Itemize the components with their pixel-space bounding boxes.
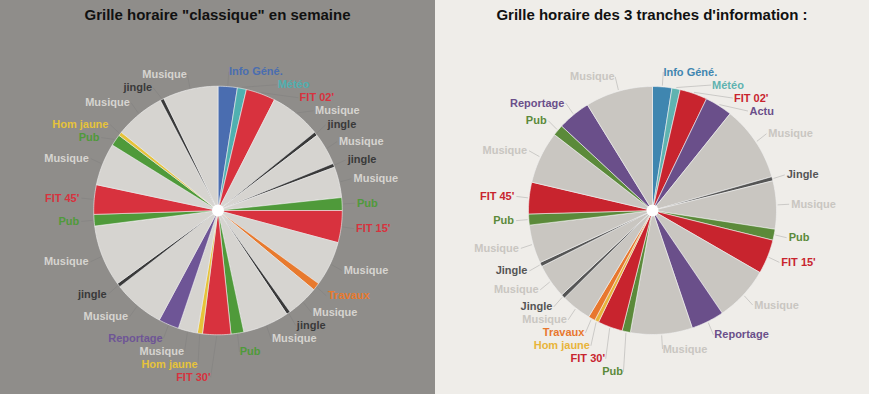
svg-text:FIT 15': FIT 15' bbox=[781, 256, 816, 268]
svg-text:Actu: Actu bbox=[749, 105, 773, 117]
svg-text:Musique: Musique bbox=[483, 144, 528, 156]
svg-text:Info Géné.: Info Géné. bbox=[229, 65, 283, 77]
svg-text:Musique: Musique bbox=[768, 127, 813, 139]
svg-text:Musique: Musique bbox=[791, 198, 836, 210]
svg-text:jingle: jingle bbox=[347, 153, 377, 165]
svg-text:Pub: Pub bbox=[789, 231, 810, 243]
svg-text:Musique: Musique bbox=[354, 172, 399, 184]
svg-text:Jingle: Jingle bbox=[496, 264, 528, 276]
svg-text:Musique: Musique bbox=[315, 104, 360, 116]
svg-text:Pub: Pub bbox=[602, 365, 623, 377]
svg-text:Hom jaune: Hom jaune bbox=[141, 358, 197, 370]
svg-text:Pub: Pub bbox=[79, 131, 100, 143]
svg-text:Météo: Météo bbox=[712, 79, 744, 91]
svg-text:jingle: jingle bbox=[123, 81, 153, 93]
svg-text:Hom jaune: Hom jaune bbox=[52, 118, 108, 130]
svg-text:FIT 02': FIT 02' bbox=[300, 91, 335, 103]
svg-text:FIT 45': FIT 45' bbox=[45, 192, 80, 204]
html-text:Grille horaire "classique" en: Grille horaire "classique" en semaine bbox=[84, 6, 351, 23]
svg-text:Jingle: Jingle bbox=[787, 168, 819, 180]
svg-text:Musique: Musique bbox=[142, 68, 187, 80]
svg-text:Pub: Pub bbox=[357, 197, 378, 209]
svg-text:Reportage: Reportage bbox=[510, 97, 564, 109]
svg-text:jingle: jingle bbox=[296, 319, 326, 331]
svg-text:Musique: Musique bbox=[474, 242, 519, 254]
svg-text:Hom jaune: Hom jaune bbox=[534, 339, 590, 351]
svg-text:Musique: Musique bbox=[44, 152, 89, 164]
svg-text:Musique: Musique bbox=[663, 343, 708, 355]
svg-text:Reportage: Reportage bbox=[714, 328, 768, 340]
svg-text:FIT 30': FIT 30' bbox=[176, 371, 211, 383]
svg-text:Musique: Musique bbox=[85, 96, 130, 108]
svg-text:Musique: Musique bbox=[754, 299, 799, 311]
svg-text:Musique: Musique bbox=[139, 345, 184, 357]
svg-text:FIT 15': FIT 15' bbox=[356, 222, 391, 234]
svg-text:Travaux: Travaux bbox=[328, 289, 370, 301]
svg-text:Musique: Musique bbox=[44, 255, 89, 267]
svg-text:FIT 45': FIT 45' bbox=[480, 190, 515, 202]
svg-text:Jingle: Jingle bbox=[521, 300, 553, 312]
svg-text:Reportage: Reportage bbox=[108, 332, 162, 344]
svg-text:Musique: Musique bbox=[570, 70, 615, 82]
svg-text:jingle: jingle bbox=[77, 288, 107, 300]
svg-text:Musique: Musique bbox=[272, 332, 317, 344]
svg-text:Info Géné.: Info Géné. bbox=[663, 66, 717, 78]
svg-text:FIT 30': FIT 30' bbox=[571, 352, 606, 364]
svg-text:Musique: Musique bbox=[313, 306, 358, 318]
svg-text:Météo: Météo bbox=[278, 78, 310, 90]
svg-text:Musique: Musique bbox=[522, 313, 567, 325]
html-text:Grille horaire des 3 tranches: Grille horaire des 3 tranches d'informat… bbox=[496, 6, 808, 23]
svg-text:Musique: Musique bbox=[84, 310, 129, 322]
svg-text:jingle: jingle bbox=[327, 118, 357, 130]
svg-text:Musique: Musique bbox=[339, 135, 384, 147]
svg-text:Pub: Pub bbox=[58, 215, 79, 227]
svg-text:Travaux: Travaux bbox=[543, 326, 585, 338]
svg-text:Musique: Musique bbox=[494, 283, 539, 295]
svg-text:Musique: Musique bbox=[344, 264, 389, 276]
svg-text:Pub: Pub bbox=[240, 345, 261, 357]
svg-text:Pub: Pub bbox=[526, 114, 547, 126]
svg-text:FIT 02': FIT 02' bbox=[734, 92, 769, 104]
svg-text:Pub: Pub bbox=[493, 214, 514, 226]
